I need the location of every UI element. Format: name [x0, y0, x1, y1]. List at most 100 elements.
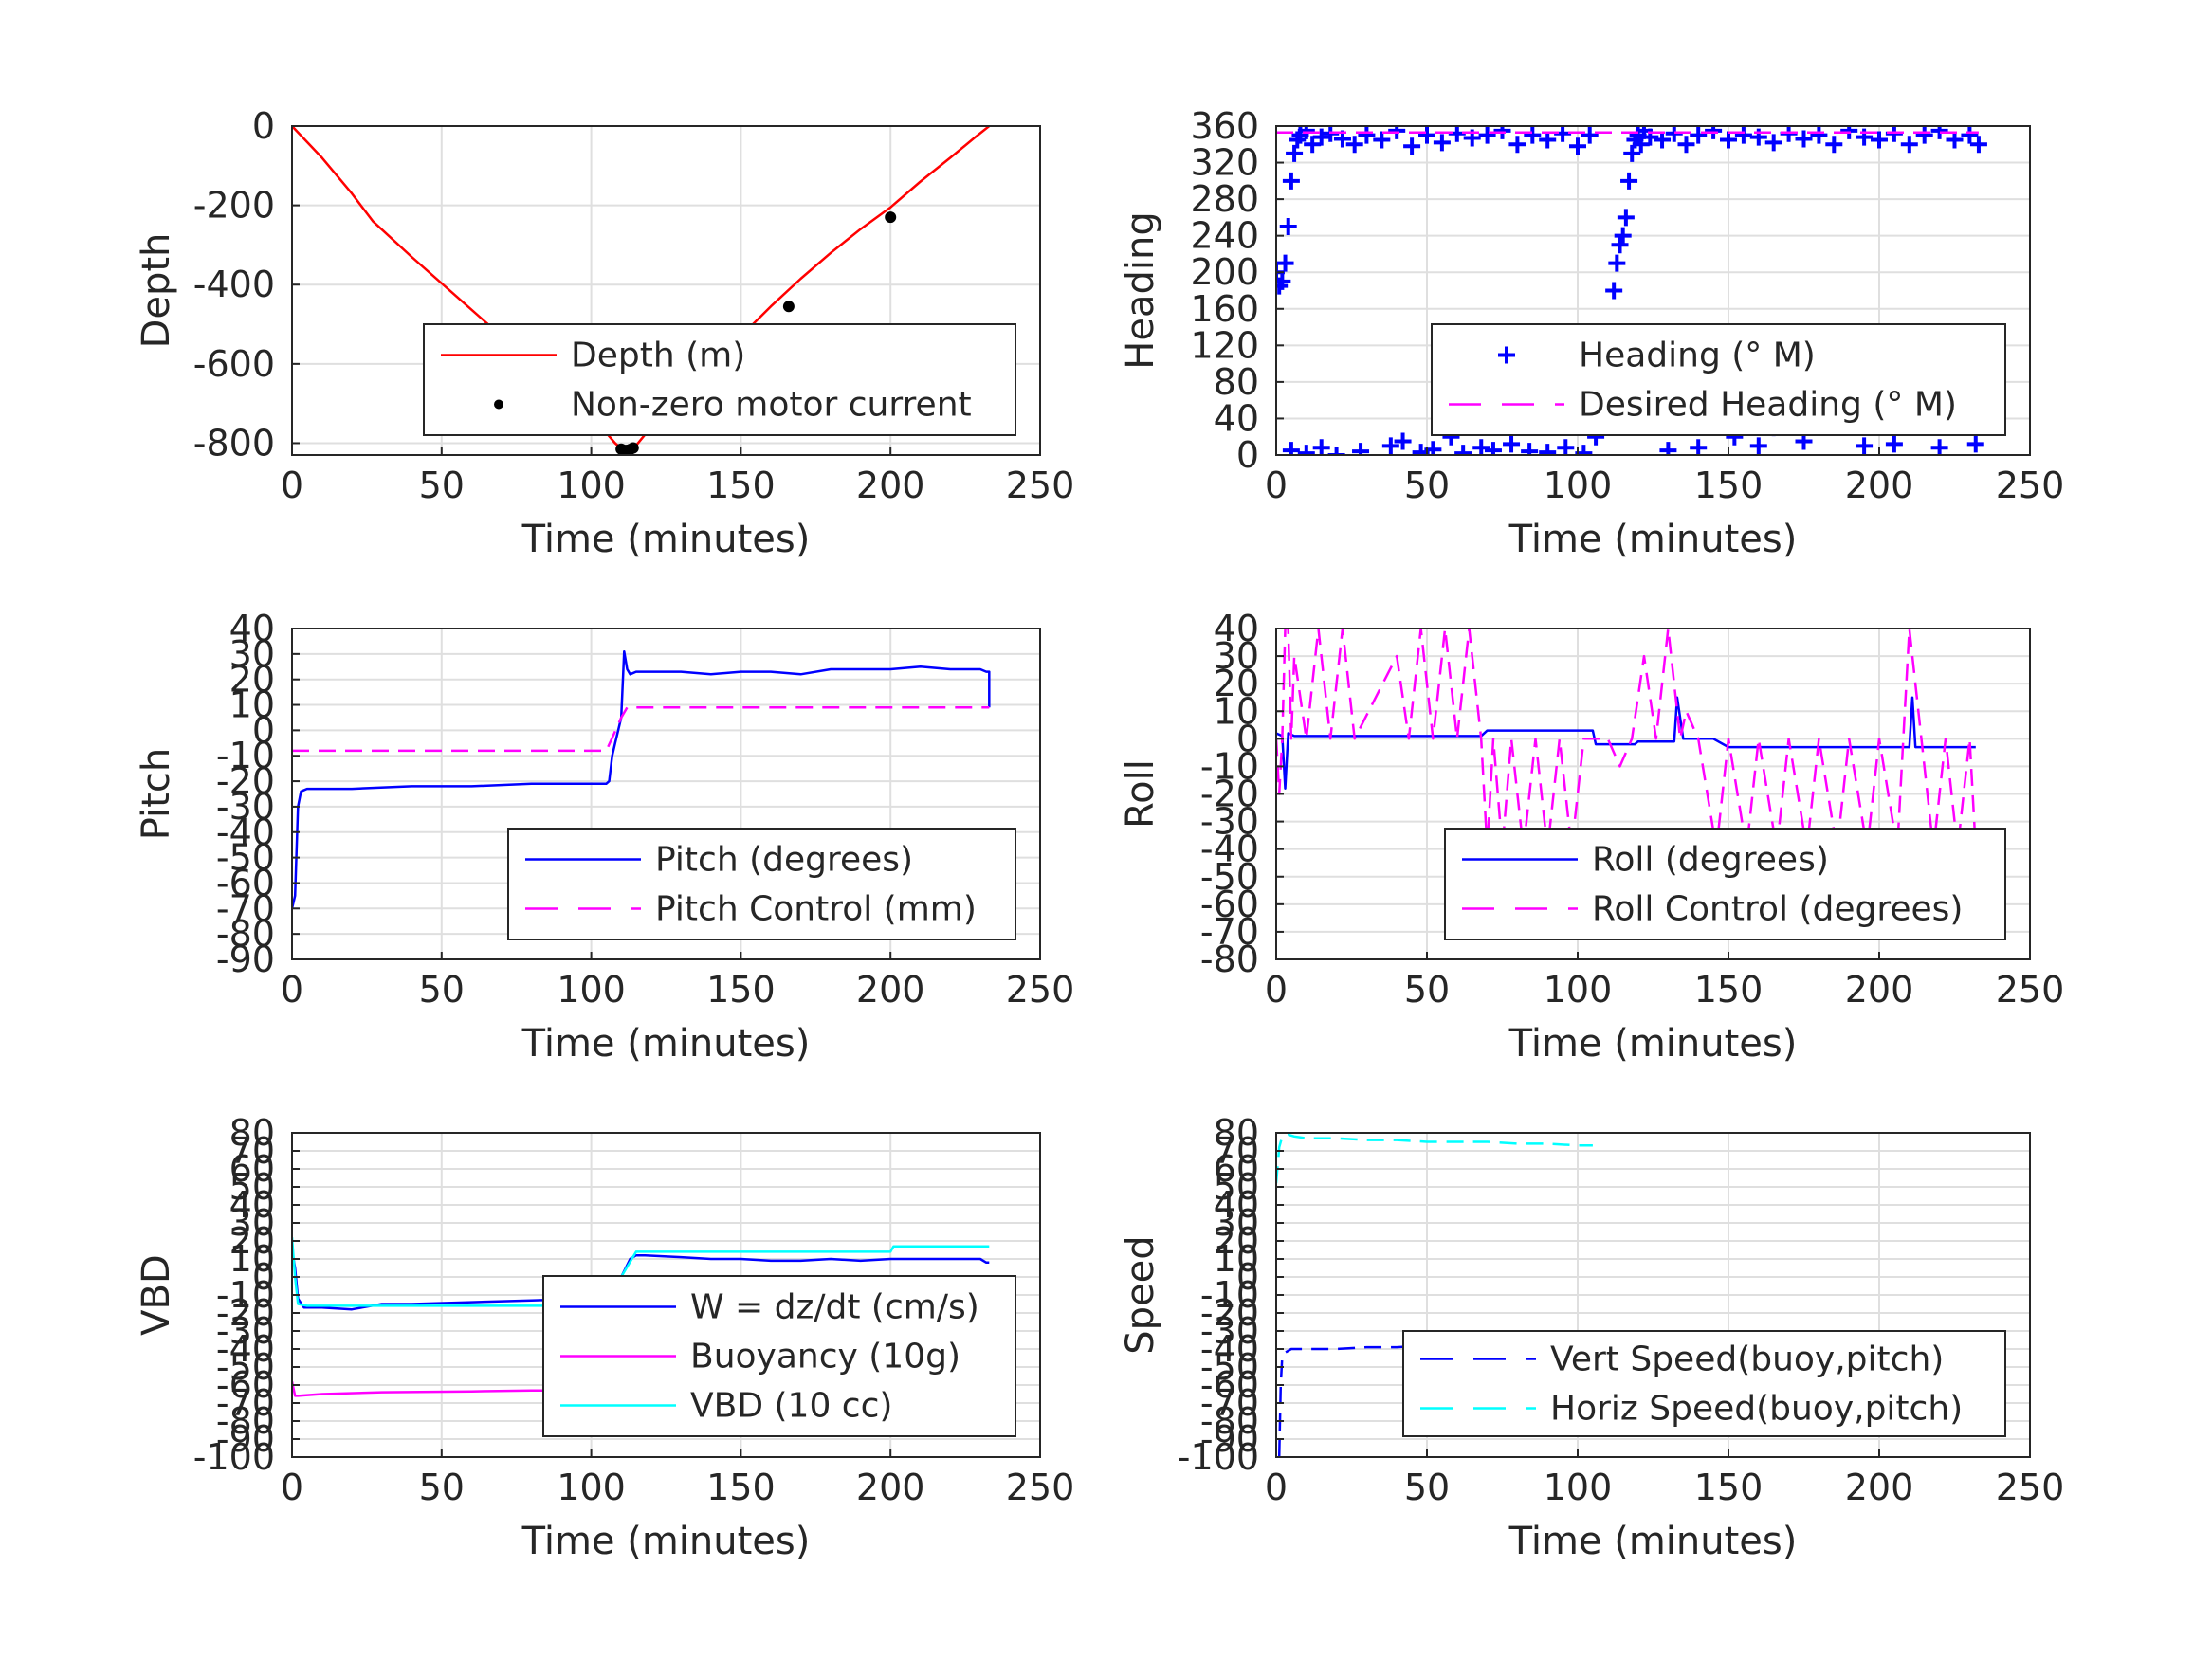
- speed-ytick-label-4: 40: [1214, 1184, 1259, 1226]
- vbd-ytick-label-5: 30: [229, 1202, 275, 1244]
- roll-ytick-label-8: -40: [1200, 829, 1259, 870]
- speed-legend-label-1: Horiz Speed(buoy,pitch): [1550, 1390, 1963, 1429]
- pitch-legend-label-1: Pitch Control (mm): [655, 890, 977, 929]
- depth-ytick-label-1: -200: [193, 185, 275, 227]
- speed-ytick-label-16: -80: [1200, 1400, 1259, 1442]
- heading-series-0-point-53: [1608, 254, 1626, 272]
- pitch-xtick-label-4: 200: [856, 969, 925, 1011]
- heading-series-0-point-43: [1484, 442, 1502, 455]
- pitch-panel: 0 50 100 150 200 250403020100-10-20-30-40-50-…: [135, 608, 1074, 1066]
- heading-series-0-point-41: [1454, 445, 1472, 455]
- pitch-legend-box: [507, 828, 1016, 940]
- vbd-legend: W = dz/dt (cm/s) Buoyancy (10g) VBD (10 cc…: [542, 1275, 1016, 1437]
- heading-series-0-point-23: [1478, 126, 1496, 144]
- pitch-ytick-label-0: 40: [229, 608, 275, 649]
- vbd-legend-label-2: VBD (10 cc): [690, 1387, 892, 1426]
- heading-series-0-point-87: [1659, 442, 1677, 455]
- speed-ylabel: Speed: [1119, 1235, 1162, 1354]
- pitch-legend-label-0: Pitch (degrees): [655, 841, 913, 880]
- heading-panel: 0 50 100 150 200 2500408012016020024028032036…: [1119, 105, 2064, 561]
- speed-ytick-label-12: -40: [1200, 1328, 1259, 1370]
- heading-series-0-point-86: [1969, 136, 1987, 154]
- heading-series-0-point-70: [1734, 126, 1752, 144]
- depth-ytick-label-2: -400: [193, 264, 275, 305]
- heading-series-0-point-27: [1539, 131, 1557, 149]
- heading-series-0-point-25: [1508, 136, 1526, 154]
- vbd-ytick-label-8: 0: [252, 1256, 275, 1298]
- roll-ytick-label-11: -70: [1200, 911, 1259, 953]
- depth-legend-box: [423, 323, 1016, 436]
- vbd-ytick-label-13: -50: [216, 1346, 275, 1388]
- speed-xtick-label-1: 50: [1404, 1467, 1450, 1508]
- heading-series-0-point-82: [1915, 126, 1933, 144]
- heading-xtick-label-0: 0: [1265, 465, 1288, 506]
- speed-ytick-label-8: 0: [1236, 1256, 1259, 1298]
- speed-xlabel: Time (minutes): [1508, 1520, 1798, 1563]
- heading-series-0-point-79: [1871, 131, 1888, 149]
- roll-xtick-label-0: 0: [1265, 969, 1288, 1011]
- pitch-xtick-label-1: 50: [419, 969, 465, 1011]
- depth-series-1-point-7: [885, 211, 897, 224]
- roll-xtick-label-1: 50: [1404, 969, 1450, 1011]
- heading-series-0-point-15: [1358, 126, 1376, 144]
- speed-legend-box: [1402, 1330, 2006, 1437]
- pitch-ytick-label-10: -60: [216, 862, 275, 903]
- vbd-ytick-label-7: 10: [229, 1238, 275, 1280]
- roll-xtick-label-2: 100: [1544, 969, 1613, 1011]
- roll-ytick-label-7: -30: [1200, 801, 1259, 843]
- roll-legend-label-0: Roll (degrees): [1592, 841, 1829, 880]
- roll-xtick-label-5: 250: [1996, 969, 2065, 1011]
- depth-xtick-label-1: 50: [419, 465, 465, 506]
- heading-series-0-point-98: [1930, 439, 1948, 455]
- vbd-ytick-label-9: -10: [216, 1274, 275, 1316]
- depth-ytick-label-0: 0: [252, 105, 275, 147]
- heading-series-0-point-29: [1569, 137, 1586, 155]
- heading-xtick-label-5: 250: [1996, 465, 2065, 506]
- heading-ytick-label-2: 80: [1214, 361, 1259, 403]
- heading-xtick-label-1: 50: [1404, 465, 1450, 506]
- heading-series-0-point-61: [1632, 136, 1650, 154]
- heading-series-0-point-34: [1327, 447, 1345, 455]
- pitch-ytick-label-1: 30: [229, 633, 275, 675]
- vbd-ytick-label-18: -100: [193, 1436, 275, 1478]
- vbd-ytick-label-11: -30: [216, 1310, 275, 1352]
- heading-series-0-point-3: [1276, 254, 1294, 272]
- heading-series-0-point-85: [1961, 126, 1979, 144]
- speed-ytick-label-7: 10: [1214, 1238, 1259, 1280]
- roll-ytick-label-1: 30: [1214, 635, 1259, 677]
- heading-series-0-point-33: [1312, 439, 1330, 455]
- depth-ytick-label-3: -600: [193, 343, 275, 385]
- pitch-ytick-label-12: -80: [216, 913, 275, 955]
- pitch-ytick-label-5: -10: [216, 735, 275, 776]
- heading-series-0-point-46: [1539, 444, 1557, 455]
- depth-xtick-label-0: 0: [281, 465, 303, 506]
- speed-xtick-label-4: 200: [1845, 1467, 1914, 1508]
- pitch-legend: Pitch (degrees) Pitch Control (mm): [507, 828, 1016, 940]
- speed-ytick-label-18: -100: [1178, 1436, 1259, 1478]
- speed-xtick-label-0: 0: [1265, 1467, 1288, 1508]
- heading-series-0-point-20: [1433, 134, 1451, 152]
- pitch-ytick-label-8: -40: [216, 811, 275, 853]
- pitch-xtick-label-3: 150: [706, 969, 776, 1011]
- pitch-axes-box: [291, 628, 1041, 960]
- roll-ytick-label-4: 0: [1236, 718, 1259, 759]
- vbd-panel: 0 50 100 150 200 25080706050403020100-10-20-3…: [135, 1112, 1074, 1563]
- heading-series-0-point-75: [1810, 126, 1828, 144]
- roll-ytick-label-2: 20: [1214, 663, 1259, 704]
- speed-panel: 0 50 100 150 200 25080706050403020100-10-20-3…: [1119, 1112, 2064, 1563]
- heading-ylabel: Heading: [1119, 211, 1162, 369]
- heading-series-0-point-54: [1611, 236, 1629, 254]
- heading-xlabel: Time (minutes): [1508, 518, 1798, 561]
- depth-legend-sample-1: [494, 399, 503, 410]
- heading-series-0-point-11: [1312, 128, 1330, 146]
- pitch-xtick-label-5: 250: [1006, 969, 1075, 1011]
- heading-series-0-point-99: [1966, 435, 1984, 453]
- heading-series-group: [1276, 126, 1987, 455]
- vbd-xtick-label-1: 50: [419, 1467, 465, 1508]
- roll-xtick-label-3: 150: [1694, 969, 1764, 1011]
- heading-series-0-point-76: [1825, 136, 1843, 154]
- heading-series-0-point-45: [1521, 443, 1539, 455]
- heading-ytick-label-0: 0: [1236, 434, 1259, 476]
- pitch-xtick-label-2: 100: [557, 969, 626, 1011]
- vbd-ytick-label-10: -20: [216, 1292, 275, 1334]
